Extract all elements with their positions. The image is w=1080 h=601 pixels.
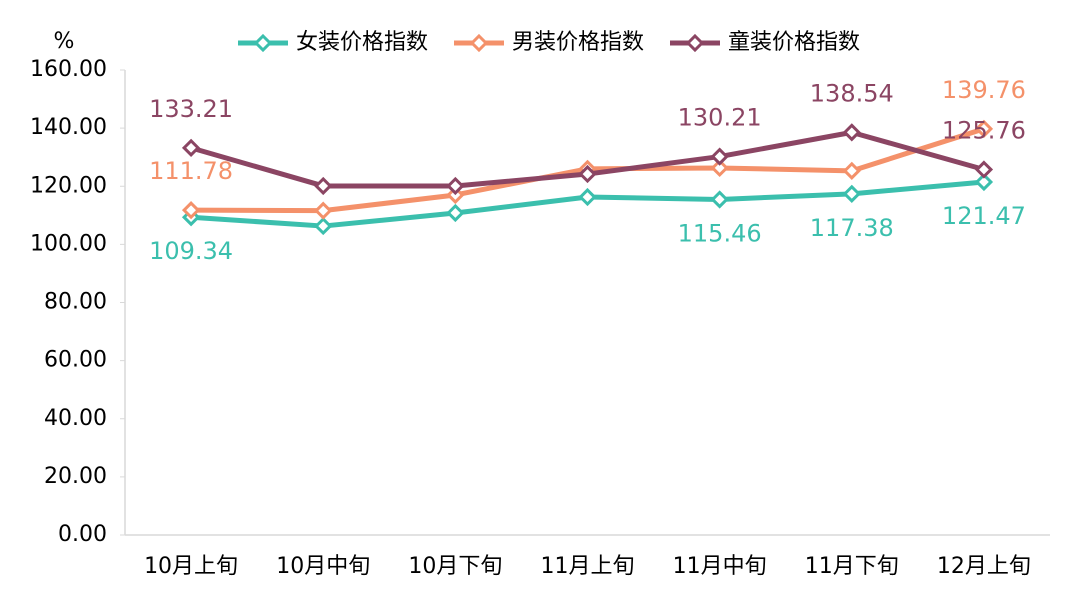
marker — [974, 160, 994, 179]
y-axis-unit: % — [54, 29, 75, 54]
y-tick-label: 100.00 — [30, 231, 107, 256]
data-label: 133.21 — [149, 95, 233, 123]
x-tick-label: 10月上旬 — [144, 554, 238, 579]
marker — [842, 161, 861, 180]
legend-label: 男装价格指数 — [512, 30, 644, 55]
x-tick-label: 10月中旬 — [276, 554, 370, 579]
y-tick-label: 20.00 — [44, 464, 107, 489]
marker — [314, 216, 333, 236]
marker — [446, 176, 465, 196]
marker — [181, 201, 201, 220]
marker — [842, 184, 861, 203]
data-label: 117.38 — [810, 214, 894, 242]
y-tick-label: 40.00 — [44, 406, 107, 431]
y-tick-label: 80.00 — [44, 290, 107, 315]
marker — [710, 190, 729, 209]
marker — [710, 147, 729, 166]
x-tick-label: 10月下旬 — [408, 554, 502, 579]
data-label: 130.21 — [678, 104, 762, 132]
legend-marker — [685, 33, 705, 53]
marker — [446, 203, 465, 223]
data-label: 115.46 — [678, 219, 762, 247]
legend-marker — [253, 33, 273, 53]
legend-label: 女装价格指数 — [296, 30, 428, 55]
legend-marker — [469, 33, 489, 53]
y-tick-label: 160.00 — [30, 57, 107, 82]
y-tick-label: 140.00 — [30, 115, 107, 140]
marker — [842, 123, 861, 142]
data-label: 125.76 — [942, 117, 1026, 145]
x-tick-label: 12月上旬 — [937, 554, 1031, 579]
data-label: 111.78 — [149, 157, 233, 185]
marker — [181, 138, 201, 157]
marker — [578, 187, 597, 207]
x-tick-label: 11月上旬 — [541, 554, 635, 579]
y-tick-label: 0.00 — [58, 522, 107, 547]
data-label: 121.47 — [942, 202, 1026, 230]
y-tick-label: 120.00 — [30, 173, 107, 198]
marker — [710, 158, 729, 178]
data-label: 109.34 — [149, 237, 233, 265]
x-tick-label: 11月中旬 — [673, 554, 767, 579]
x-tick-label: 11月下旬 — [805, 554, 899, 579]
data-label: 138.54 — [810, 79, 894, 107]
marker — [314, 176, 333, 196]
y-tick-label: 60.00 — [44, 348, 107, 373]
marker — [974, 172, 994, 192]
legend-label: 童装价格指数 — [728, 30, 860, 55]
marker — [578, 164, 597, 184]
marker — [314, 201, 333, 220]
data-label: 139.76 — [942, 76, 1026, 104]
marker — [974, 119, 994, 138]
